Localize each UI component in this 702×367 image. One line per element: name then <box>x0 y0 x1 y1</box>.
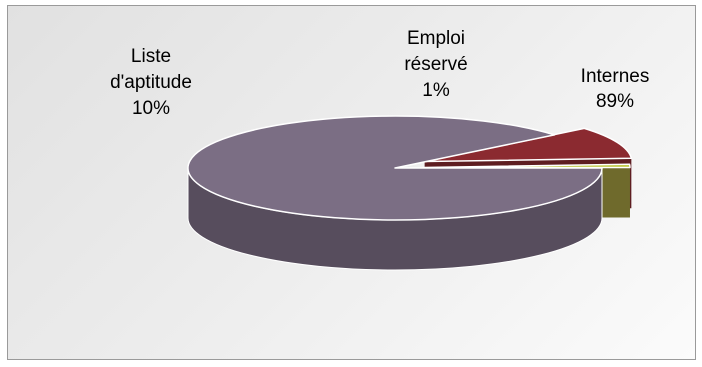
slice-internes-top <box>187 115 603 221</box>
label-liste-name-line1: Liste <box>131 46 171 67</box>
label-liste-percent: 10% <box>132 98 170 119</box>
slice-internes <box>187 115 603 271</box>
pie-chart: Internes 89% Liste d'aptitude 10% Emploi… <box>110 28 650 271</box>
label-emploi-reserve: Emploi réservé 1% <box>404 28 467 101</box>
label-liste-name-line2: d'aptitude <box>110 72 192 93</box>
label-emploi-name-line1: Emploi <box>407 28 465 49</box>
label-internes: Internes 89% <box>581 66 650 112</box>
pie-slices <box>187 115 633 271</box>
label-liste-aptitude: Liste d'aptitude 10% <box>110 46 192 119</box>
chart-area: Internes 89% Liste d'aptitude 10% Emploi… <box>7 5 696 360</box>
slice-liste-d-aptitude-top <box>424 127 633 163</box>
label-internes-name: Internes <box>581 66 650 87</box>
label-emploi-percent: 1% <box>422 80 450 101</box>
slice-emploi-r-serv-top <box>422 163 631 169</box>
label-emploi-name-line2: réservé <box>404 54 467 75</box>
label-internes-percent: 89% <box>596 91 634 112</box>
